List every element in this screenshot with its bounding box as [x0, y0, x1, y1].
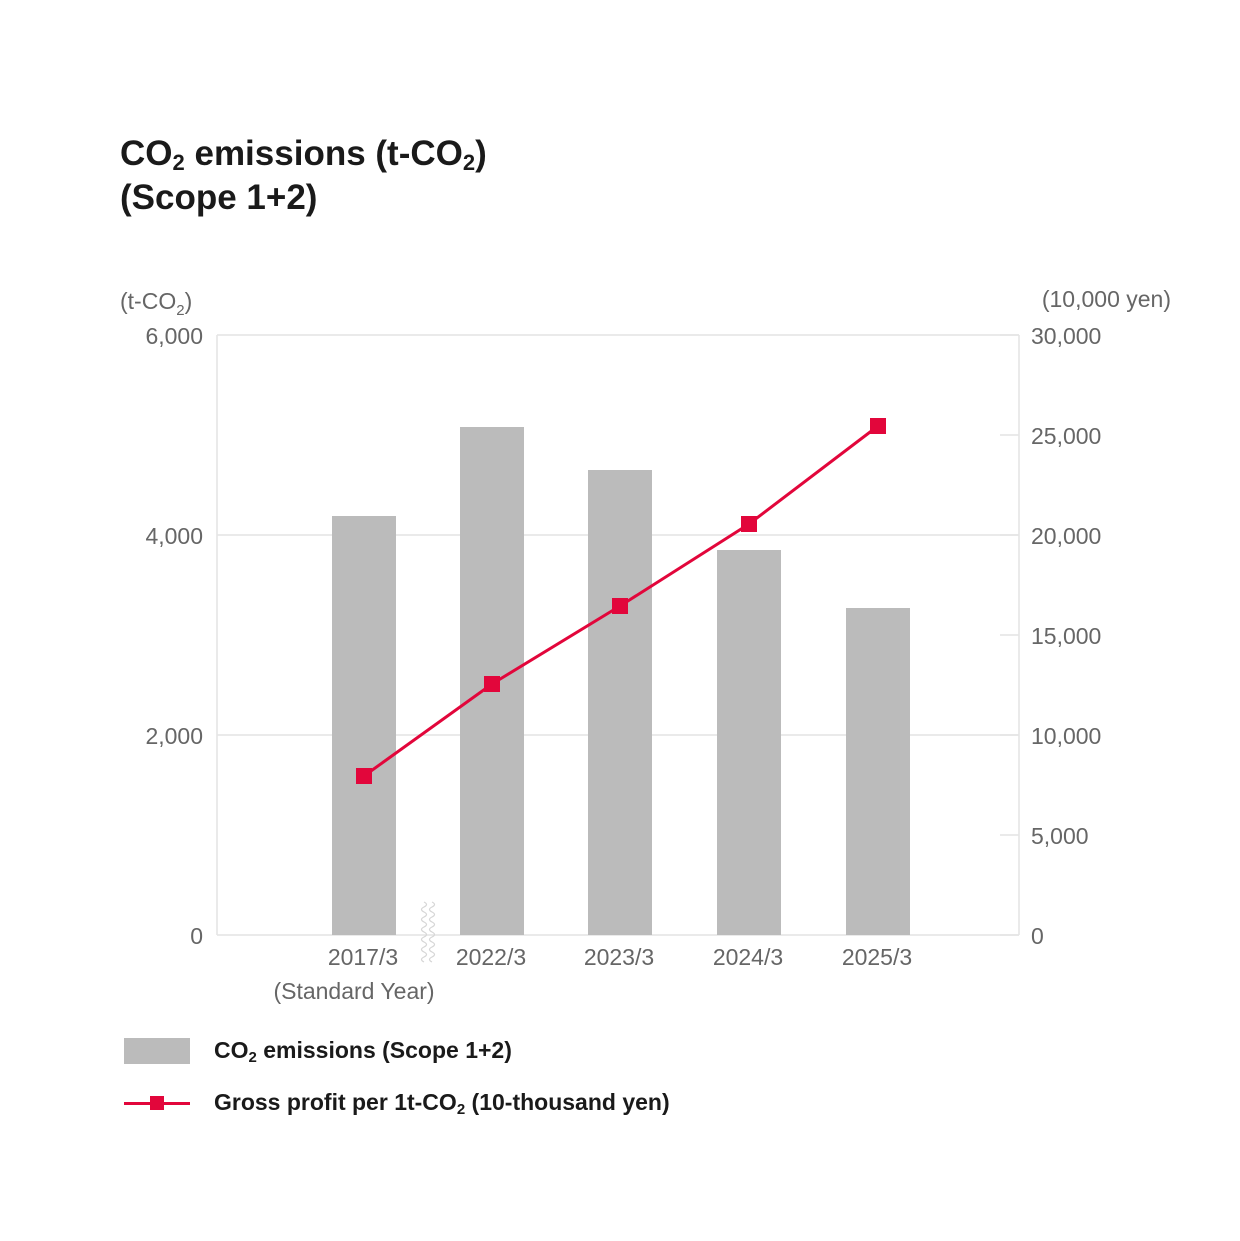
right-tick-label: 15,000: [1031, 623, 1101, 649]
right-axis-unit: (10,000 yen): [1042, 286, 1171, 312]
x-tick-label: 2022/3: [456, 944, 526, 970]
right-tick-label: 25,000: [1031, 423, 1101, 449]
x-tick-sublabel: (Standard Year): [273, 978, 434, 1004]
x-tick-label: 2017/3: [328, 944, 398, 970]
right-tick-label: 10,000: [1031, 723, 1101, 749]
right-axis-ticks: 0 5,000 10,000 15,000 20,000 25,000 30,000: [1031, 323, 1101, 949]
axis-break-wave: [420, 901, 428, 963]
axis-break-mark: [420, 901, 436, 963]
x-tick-label: 2025/3: [842, 944, 912, 970]
bar: [717, 550, 781, 935]
bar: [588, 470, 652, 935]
bar: [846, 608, 910, 935]
chart-title: CO2 emissions (t-CO2) (Scope 1+2): [120, 132, 487, 220]
line-point: [741, 516, 757, 532]
right-tick-label: 20,000: [1031, 523, 1101, 549]
left-tick-label: 4,000: [145, 523, 203, 549]
x-tick-label: 2023/3: [584, 944, 654, 970]
bar: [332, 516, 396, 935]
x-tick-label: 2024/3: [713, 944, 783, 970]
combo-chart: 0 2,000 4,000 6,000 0 5,000 10,000 15,000 20,00…: [120, 286, 1171, 1004]
left-axis-unit: (t-CO2): [120, 288, 192, 319]
right-tick-label: 30,000: [1031, 323, 1101, 349]
axis-break-wave: [428, 901, 436, 963]
legend-bar-label: CO2 emissions (Scope 1+2): [214, 1037, 512, 1066]
legend-item-bar: CO2 emissions (Scope 1+2): [124, 1037, 512, 1066]
legend-bar-swatch: [124, 1037, 190, 1064]
left-axis-ticks: 0 2,000 4,000 6,000: [145, 323, 203, 949]
title-line-1: CO2 emissions (t-CO2): [120, 134, 487, 175]
line-point: [612, 598, 628, 614]
legend-item-line: Gross profit per 1t-CO2 (10-thousand yen…: [124, 1089, 670, 1118]
left-tick-label: 2,000: [145, 723, 203, 749]
title-line-2: (Scope 1+2): [120, 178, 318, 217]
legend-line-swatch: [124, 1090, 190, 1116]
right-tick-label: 0: [1031, 923, 1044, 949]
line-point: [356, 768, 372, 784]
line-series: [356, 418, 886, 784]
x-axis-labels: 2017/3 (Standard Year) 2022/3 2023/3 2024/3 2…: [273, 944, 912, 1004]
right-tick-label: 5,000: [1031, 823, 1089, 849]
line-point: [870, 418, 886, 434]
left-tick-label: 6,000: [145, 323, 203, 349]
left-tick-label: 0: [190, 923, 203, 949]
line-point: [484, 676, 500, 692]
legend-line-label: Gross profit per 1t-CO2 (10-thousand yen…: [214, 1089, 670, 1118]
bar-series: [332, 427, 910, 935]
